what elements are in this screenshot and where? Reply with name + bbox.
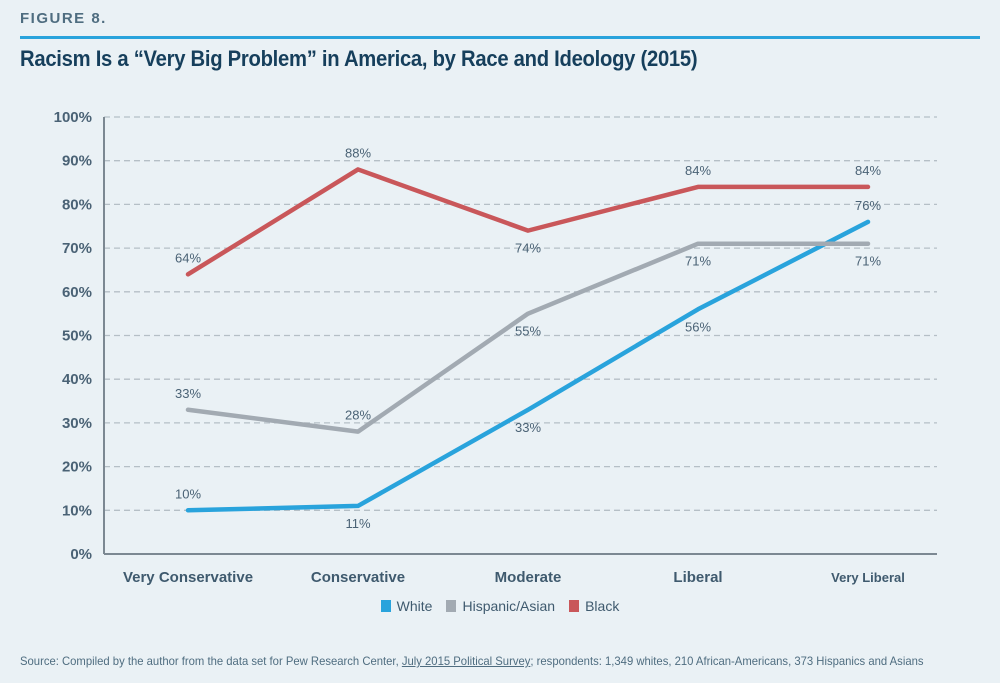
x-category-label: Liberal [673,569,722,586]
series-line-black [185,167,871,277]
data-label: 10% [175,486,201,501]
series-lines [185,167,871,513]
legend-item-hispanic-asian[interactable]: Hispanic/Asian [446,598,555,614]
data-label: 28% [345,408,371,423]
x-category-label: Very Conservative [123,569,253,586]
y-tick-label: 10% [62,502,92,519]
legend-swatch-white [380,600,391,612]
source-link[interactable]: July 2015 Political Survey [401,654,531,668]
y-tick-label: 0% [70,546,92,563]
data-label: 11% [345,516,370,531]
y-tick-label: 30% [62,415,92,432]
axes [103,117,937,555]
data-label: 76% [855,198,881,213]
x-axis-categories: Very Conservative Conservative Moderate Lib… [123,569,905,586]
data-label: 55% [515,324,541,339]
data-label: 33% [175,386,201,401]
y-tick-label: 60% [62,284,92,301]
data-label: 64% [175,250,201,265]
title-rule [20,36,980,39]
data-label: 84% [685,163,711,178]
gridlines [104,116,937,511]
data-label: 84% [855,163,881,178]
data-label: 74% [515,241,541,256]
legend: White Hispanic/Asian Black [0,598,1000,614]
y-tick-label: 70% [62,240,92,257]
x-category-label: Moderate [495,569,562,586]
data-label: 33% [515,420,541,435]
y-tick-label: 80% [62,196,92,213]
source-note: Source: Compiled by the author from the … [20,654,924,668]
y-tick-label: 90% [62,153,92,170]
data-label: 88% [345,145,371,160]
y-tick-label: 100% [54,109,92,126]
legend-item-black[interactable]: Black [569,598,619,614]
chart-title: Racism Is a “Very Big Problem” in Americ… [20,46,698,71]
data-label: 56% [685,319,711,334]
data-label: 71% [685,254,711,269]
figure-label: FIGURE 8. [20,10,107,27]
y-tick-label: 50% [62,328,92,345]
x-category-label: Conservative [311,569,405,586]
legend-label: Black [585,598,620,614]
data-label: 71% [855,254,881,269]
legend-swatch-black [569,600,580,612]
source-prefix: Source: Compiled by the author from the … [20,654,402,668]
y-axis-ticks: 0% 10% 20% 30% 40% 50% 60% 70% 80% 90% 100% [54,109,92,563]
x-category-label: Very Liberal [831,570,905,585]
y-tick-label: 20% [62,459,92,476]
y-tick-label: 40% [62,371,92,388]
data-labels: 10% 11% 33% 56% 76% 33% 28% 55% 71% 71% 64% 88% 74% 8… [175,145,881,530]
legend-item-white[interactable]: White [380,598,433,614]
legend-swatch-hispanic-asian [446,600,457,612]
source-suffix: ; respondents: 1,349 whites, 210 African… [530,654,924,668]
legend-label: White [396,598,433,614]
legend-label: Hispanic/Asian [462,598,556,614]
